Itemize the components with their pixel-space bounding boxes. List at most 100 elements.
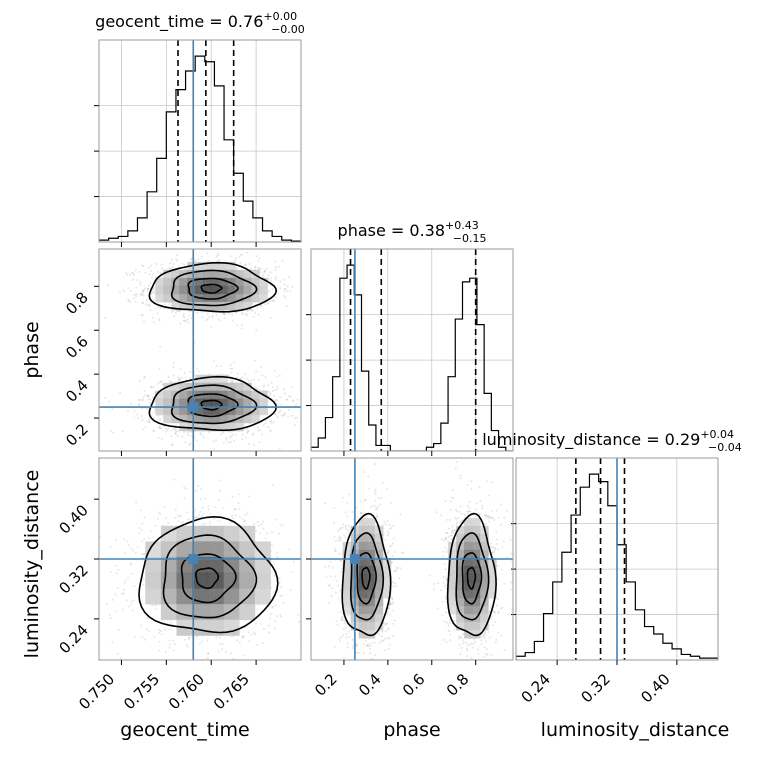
scatter-point (246, 512, 249, 515)
scatter-point (204, 497, 207, 500)
scatter-point (234, 311, 237, 314)
scatter-point (173, 478, 176, 481)
scatter-point (232, 517, 235, 520)
scatter-point (374, 508, 377, 511)
scatter-point (219, 642, 222, 645)
density-cell (243, 414, 252, 424)
density-cell (235, 414, 244, 424)
scatter-point (182, 315, 185, 318)
scatter-point (183, 371, 186, 374)
scatter-point (135, 286, 138, 289)
scatter-point (151, 396, 154, 399)
scatter-point (133, 409, 136, 412)
scatter-point (291, 399, 294, 402)
scatter-point (229, 378, 232, 381)
scatter-point (260, 622, 263, 625)
scatter-point (116, 652, 119, 655)
scatter-panel-geocent_time-luminosity_distance (99, 458, 301, 660)
scatter-point (131, 572, 134, 575)
scatter-point (342, 657, 345, 660)
scatter-point (140, 415, 143, 418)
scatter-point (221, 507, 224, 510)
scatter-point (381, 630, 384, 633)
scatter-point (257, 259, 260, 262)
density-cell (203, 261, 212, 271)
scatter-point (147, 394, 150, 397)
scatter-point (296, 398, 299, 401)
scatter-point (245, 312, 248, 315)
scatter-point (158, 631, 161, 634)
scatter-point (146, 289, 149, 292)
scatter-point (305, 386, 307, 388)
scatter-point (135, 292, 138, 295)
scatter-point (336, 623, 339, 626)
density-cell (195, 414, 204, 424)
density-cell (195, 285, 204, 295)
scatter-point (148, 305, 151, 308)
scatter-point (141, 302, 144, 305)
scatter-point (172, 362, 175, 365)
scatter-point (266, 532, 269, 535)
scatter-point (279, 613, 282, 616)
scatter-point (352, 645, 355, 648)
scatter-point (199, 432, 202, 435)
scatter-point (355, 651, 358, 654)
scatter-point (153, 288, 156, 291)
scatter-point (146, 395, 149, 398)
scatter-point (248, 495, 251, 498)
scatter-point (159, 345, 162, 348)
hist-bars-geocent_time (99, 55, 301, 242)
scatter-point (106, 284, 109, 287)
scatter-point (269, 430, 272, 433)
scatter-point (161, 382, 164, 385)
scatter-point (256, 521, 259, 524)
scatter-point (153, 429, 156, 432)
scatter-point (128, 299, 131, 302)
scatter-point (130, 547, 133, 550)
density-cell (179, 277, 188, 287)
scatter-point (249, 267, 252, 270)
scatter-point (207, 259, 210, 262)
scatter-point (199, 510, 202, 513)
scatter-point (244, 519, 247, 522)
scatter-point (279, 396, 282, 399)
scatter-point (115, 539, 118, 542)
scatter-point (184, 441, 187, 444)
scatter-point (262, 527, 265, 530)
scatter-point (247, 443, 250, 446)
scatter-point (182, 521, 185, 524)
scatter-point (173, 380, 176, 383)
cells-layer (94, 39, 719, 672)
scatter-point (257, 267, 260, 270)
scatter-point (159, 417, 162, 420)
scatter-point (123, 290, 126, 293)
scatter-point (208, 430, 211, 433)
density-cell (235, 406, 244, 416)
scatter-point (142, 396, 145, 399)
scatter-point (246, 432, 249, 435)
contour-line (187, 277, 239, 300)
scatter-point (267, 400, 270, 403)
scatter-point (279, 523, 282, 526)
scatter-point (190, 257, 193, 260)
scatter-point (152, 429, 155, 432)
density-cell (227, 285, 236, 295)
contour-line (170, 269, 258, 307)
scatter-point (240, 323, 243, 326)
scatter-point (229, 441, 232, 444)
density-cell (195, 406, 204, 416)
scatter-point (367, 670, 369, 672)
scatter-point (179, 322, 182, 325)
scatter-point (271, 386, 274, 389)
scatter-point (159, 426, 162, 429)
scatter-point (184, 638, 187, 641)
scatter-point (351, 510, 354, 513)
scatter-point (148, 401, 151, 404)
scatter-point (167, 522, 170, 525)
scatter-point (147, 398, 150, 401)
scatter-point (195, 635, 198, 638)
density-cell (195, 261, 204, 271)
scatter-point (376, 663, 378, 665)
scatter-point (132, 273, 135, 276)
scatter-point (283, 278, 286, 281)
